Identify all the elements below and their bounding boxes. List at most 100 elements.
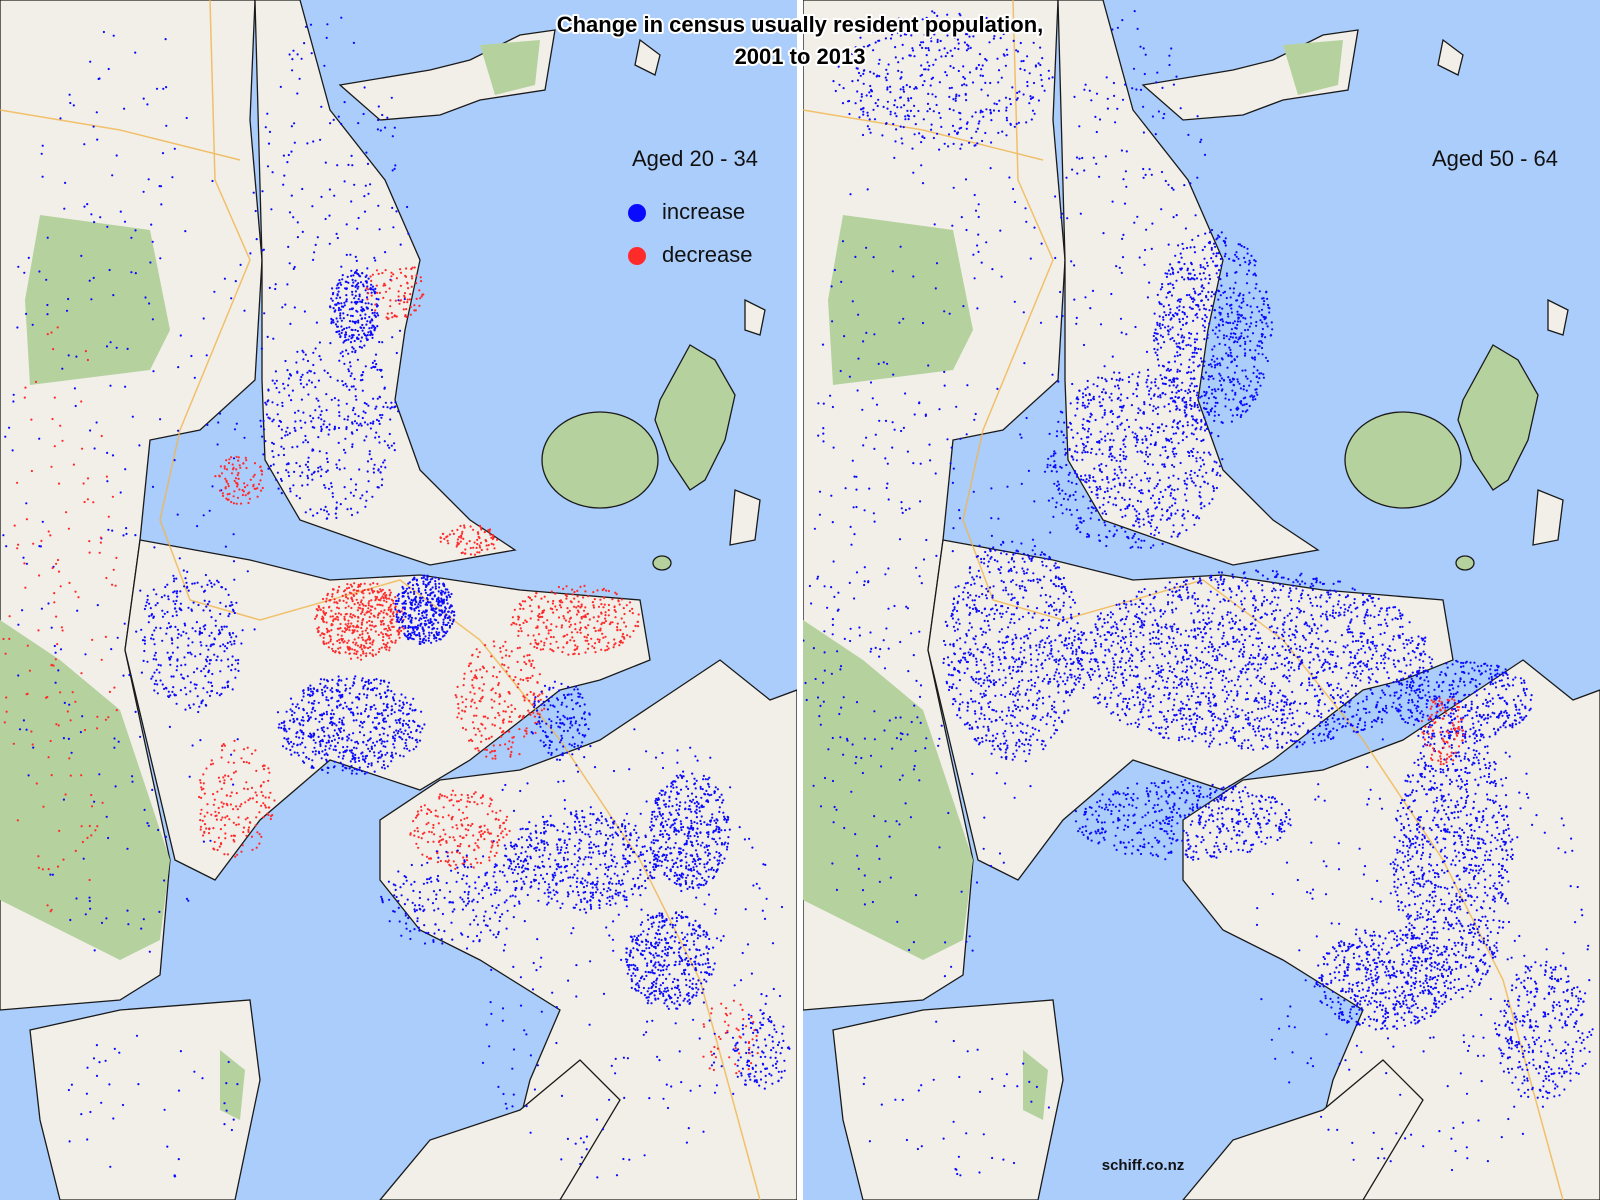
dot: [353, 682, 356, 685]
dot: [405, 315, 408, 318]
dot: [390, 406, 393, 409]
dot: [504, 654, 508, 657]
dot: [364, 411, 367, 414]
dot: [172, 686, 175, 689]
dot: [547, 901, 550, 904]
dot: [355, 272, 359, 275]
dot: [363, 439, 366, 442]
dot: [632, 629, 635, 633]
dot: [115, 154, 118, 157]
dot: [332, 734, 335, 738]
dot: [396, 630, 399, 633]
dot: [337, 441, 340, 444]
dot: [554, 605, 557, 608]
dot: [597, 845, 600, 848]
dot: [505, 1107, 508, 1110]
dot: [41, 868, 44, 871]
dot: [363, 582, 366, 585]
dot: [205, 644, 208, 647]
dot: [615, 832, 618, 836]
dot: [417, 606, 420, 609]
dot: [490, 1012, 493, 1016]
dot: [160, 203, 163, 206]
dot: [344, 382, 347, 385]
dot: [337, 426, 341, 430]
dot: [345, 253, 348, 256]
dot: [82, 482, 85, 485]
dot: [290, 714, 294, 717]
dot: [576, 645, 579, 648]
dot: [689, 746, 692, 749]
dot: [393, 693, 396, 696]
dot: [426, 576, 429, 579]
dot: [399, 243, 402, 246]
dot: [573, 639, 576, 643]
dot: [93, 949, 96, 952]
dot: [574, 648, 577, 651]
dot: [392, 743, 395, 746]
dot: [276, 471, 279, 474]
dot: [86, 836, 89, 840]
dot: [390, 760, 393, 763]
dot: [301, 187, 304, 191]
dot: [371, 273, 374, 276]
dot: [230, 778, 233, 781]
dot: [416, 810, 419, 813]
dot: [580, 603, 583, 606]
dot: [347, 281, 350, 284]
dot: [365, 703, 368, 707]
dot: [247, 799, 250, 802]
dot: [40, 152, 43, 155]
dot: [293, 751, 296, 754]
dot: [375, 678, 378, 681]
dot: [355, 428, 359, 432]
dot: [172, 591, 175, 594]
dot: [505, 819, 508, 822]
dot: [367, 302, 370, 305]
dot: [417, 846, 420, 849]
dot: [354, 300, 358, 303]
dot: [424, 635, 427, 638]
dot: [676, 761, 679, 764]
dot: [388, 725, 391, 728]
dot: [353, 183, 356, 186]
dot: [648, 1097, 651, 1100]
dot: [552, 599, 555, 603]
dot: [330, 623, 333, 626]
dot: [112, 294, 115, 297]
dot-layer: [2, 16, 791, 1179]
dot: [421, 614, 424, 617]
dot: [2, 637, 5, 641]
dot: [173, 459, 176, 462]
dot: [325, 696, 328, 699]
dot: [415, 578, 418, 581]
dot: [548, 744, 552, 747]
dot: [163, 1108, 166, 1111]
dot: [550, 740, 553, 744]
dot: [219, 465, 222, 468]
dot: [303, 42, 306, 45]
dot: [293, 711, 296, 714]
dot: [576, 631, 579, 634]
dot: [207, 648, 210, 651]
dot: [524, 729, 527, 732]
dot: [170, 655, 173, 658]
dot: [255, 800, 258, 804]
dot: [461, 551, 464, 554]
dot: [529, 690, 532, 694]
dot: [360, 658, 363, 661]
dot: [643, 1154, 646, 1157]
dot: [331, 595, 334, 598]
dot: [478, 524, 482, 528]
dot: [62, 798, 65, 801]
dot: [345, 427, 348, 431]
dot: [370, 587, 373, 591]
dot: [449, 619, 452, 622]
dot: [355, 652, 358, 656]
dot: [564, 696, 567, 699]
dot: [396, 594, 399, 597]
dot: [583, 703, 586, 706]
dot: [637, 613, 640, 616]
dot: [312, 706, 315, 709]
dot: [751, 846, 754, 849]
